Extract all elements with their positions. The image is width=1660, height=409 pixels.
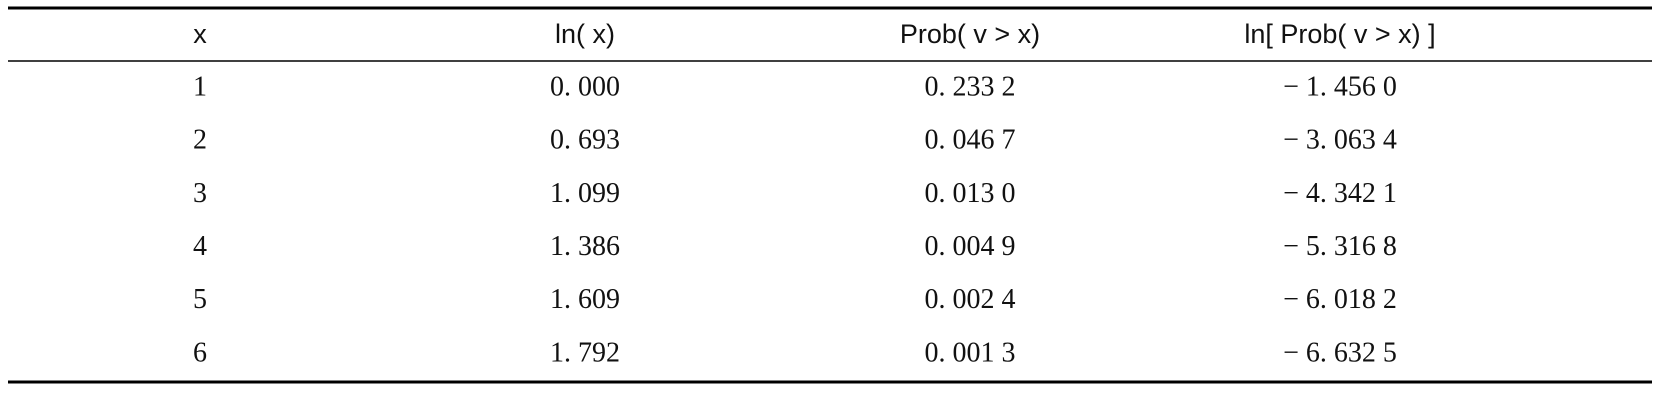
cell: 1 [193,71,207,102]
cell: 5 [193,284,207,315]
cell: 6 [193,337,207,368]
header-cell: x [193,19,207,49]
cell: 1. 609 [550,284,620,315]
cell: − 6. 018 2 [1283,284,1397,315]
cell: 0. 013 0 [925,178,1016,209]
cell: − 1. 456 0 [1283,71,1397,102]
cell: − 5. 316 8 [1283,231,1397,262]
cell: 0. 693 [550,125,620,156]
cell: 0. 004 9 [925,231,1016,262]
cell: 4 [193,231,207,262]
cell: 0. 046 7 [925,125,1016,156]
cell: 0. 002 4 [925,284,1016,315]
cell: − 4. 342 1 [1283,178,1397,209]
cell: 0. 001 3 [925,337,1016,368]
cell: 3 [193,178,207,209]
cell: 1. 792 [550,337,620,368]
cell: − 6. 632 5 [1283,337,1397,368]
cell: 1. 099 [550,178,620,209]
header-cell: Prob( v > x) [900,19,1040,49]
cell: 1. 386 [550,231,620,262]
cell: − 3. 063 4 [1283,125,1397,156]
header-cell: ln( x) [555,19,615,49]
cell: 0. 233 2 [925,71,1016,102]
cell: 0. 000 [550,71,620,102]
header-cell: ln[ Prob( v > x) ] [1244,19,1435,49]
cell: 2 [193,125,207,156]
